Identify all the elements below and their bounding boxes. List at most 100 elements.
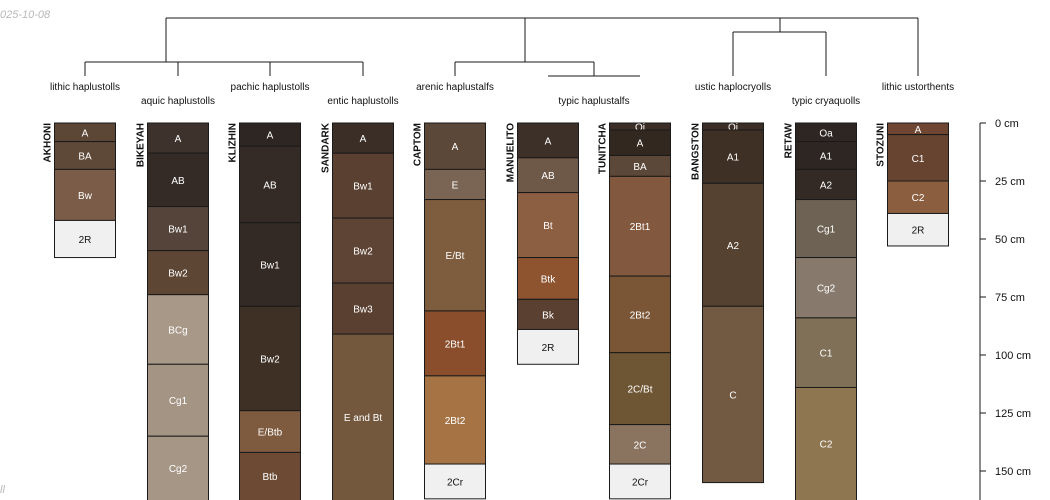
horizon-label: E/Bt xyxy=(446,251,465,262)
horizon-label: E and Bt xyxy=(344,413,383,424)
horizon-tunitcha-4 xyxy=(609,275,671,354)
horizon-tunitcha-5 xyxy=(609,352,671,426)
taxon-label-sandark: entic haplustolls xyxy=(327,96,398,107)
horizon-label: 2Bt1 xyxy=(445,339,466,350)
horizon-captom-4 xyxy=(424,375,486,465)
horizon-bikeyah-4 xyxy=(147,294,209,365)
horizon-label: AB xyxy=(541,171,555,182)
horizon-manuelito-0 xyxy=(517,122,579,159)
horizon-label: A2 xyxy=(820,180,833,191)
horizon-label: E/Btb xyxy=(258,428,283,439)
horizon-manuelito-4 xyxy=(517,298,579,330)
pedon-name-bikeyah: BIKEYAH xyxy=(136,123,147,167)
horizon-captom-2 xyxy=(424,199,486,312)
horizon-bikeyah-0 xyxy=(147,122,209,154)
horizon-label: Bw1 xyxy=(353,182,373,193)
pedon-name-bangston: BANGSTON xyxy=(691,123,702,180)
horizon-label: A xyxy=(545,136,552,147)
depth-tick-label: 75 cm xyxy=(995,292,1025,304)
horizon-tunitcha-1 xyxy=(609,129,671,156)
horizon-retaw-2 xyxy=(795,168,857,201)
depth-tick-label: 150 cm xyxy=(995,466,1031,478)
horizon-bikeyah-6 xyxy=(147,435,209,500)
horizon-label: Btk xyxy=(541,274,556,285)
horizon-label: Bw2 xyxy=(353,247,373,258)
horizon-stozuni-3 xyxy=(887,212,949,247)
horizon-retaw-3 xyxy=(795,199,857,259)
horizon-label: A xyxy=(267,131,274,142)
corner-date-label: 025-10-08 xyxy=(0,9,51,21)
horizon-label: Bw2 xyxy=(168,269,188,280)
horizon-label: C1 xyxy=(912,154,925,165)
horizon-captom-3 xyxy=(424,310,486,377)
horizon-label: 2R xyxy=(912,226,925,237)
horizon-label: Bw xyxy=(78,191,93,202)
horizon-retaw-6 xyxy=(795,386,857,500)
horizon-klizhin-4 xyxy=(239,410,301,453)
horizon-label: Oi xyxy=(728,122,738,133)
pedon-name-captom: CAPTOM xyxy=(413,123,424,166)
taxon-label-retaw: typic cryaquolls xyxy=(792,96,860,107)
horizon-klizhin-3 xyxy=(239,305,301,412)
horizon-label: A1 xyxy=(820,151,833,162)
horizon-label: AB xyxy=(263,180,277,191)
horizon-label: 2R xyxy=(542,343,555,354)
horizon-bikeyah-3 xyxy=(147,250,209,296)
profile-akhoni: A BA Bw 2R AKHONI xyxy=(43,122,116,259)
profile-bangston: Oi A1 A2 C BANGSTON xyxy=(691,122,764,484)
horizon-bangston-2 xyxy=(702,182,764,307)
horizon-label: Cg2 xyxy=(169,464,188,475)
horizon-label: BA xyxy=(633,162,647,173)
horizon-akhoni-3 xyxy=(54,219,116,259)
taxon-label-stozuni: lithic ustorthents xyxy=(882,82,954,93)
horizon-label: 2R xyxy=(79,235,92,246)
horizon-manuelito-1 xyxy=(517,157,579,194)
pedon-name-retaw: RETAW xyxy=(784,122,795,158)
horizon-tunitcha-6 xyxy=(609,424,671,465)
horizon-label: Bw3 xyxy=(353,305,373,316)
horizon-retaw-4 xyxy=(795,257,857,319)
depth-tick-label: 0 cm xyxy=(995,118,1019,130)
horizon-manuelito-3 xyxy=(517,257,579,300)
horizon-label: 2Cr xyxy=(632,477,649,488)
horizon-manuelito-2 xyxy=(517,192,579,259)
horizon-label: Oa xyxy=(819,128,833,139)
horizon-tunitcha-7 xyxy=(609,463,671,500)
horizon-bangston-3 xyxy=(702,305,764,484)
horizon-sandark-1 xyxy=(332,152,394,219)
horizon-label: A xyxy=(360,134,367,145)
horizon-label: BCg xyxy=(168,325,187,336)
dendrogram xyxy=(84,17,919,77)
corner-bottom-label: ll xyxy=(0,484,5,496)
depth-tick-label: 125 cm xyxy=(995,408,1031,420)
horizon-label: Bw1 xyxy=(168,225,188,236)
horizon-klizhin-5 xyxy=(239,451,301,500)
taxon-label-bangston: ustic haplocryolls xyxy=(695,82,771,93)
horizon-manuelito-5 xyxy=(517,328,579,365)
horizon-label: A xyxy=(452,142,459,153)
profile-bikeyah: A AB Bw1 Bw2 BCg Cg1 Cg2 BIKEYAH xyxy=(136,122,209,500)
horizon-captom-1 xyxy=(424,168,486,201)
profile-retaw: Oa A1 A2 Cg1 Cg2 C1 C2 RETAW xyxy=(784,122,857,500)
horizon-label: 2Bt2 xyxy=(445,416,466,427)
horizon-label: Bt xyxy=(543,221,553,232)
horizon-label: Cg2 xyxy=(817,284,836,295)
horizon-label: 2Bt1 xyxy=(630,222,651,233)
horizon-label: Oi xyxy=(635,122,645,133)
depth-tick-label: 25 cm xyxy=(995,176,1025,188)
horizon-bangston-1 xyxy=(702,129,764,184)
depth-tick-label: 100 cm xyxy=(995,350,1031,362)
horizon-label: A xyxy=(637,139,644,150)
horizon-label: Bk xyxy=(542,310,555,321)
horizon-label: 2C xyxy=(634,440,647,451)
horizon-label: C1 xyxy=(820,349,833,360)
horizon-label: A xyxy=(82,128,89,139)
horizon-retaw-5 xyxy=(795,317,857,388)
horizon-label: Cg1 xyxy=(169,396,188,407)
pedon-name-klizhin: KLIZHIN xyxy=(228,123,239,162)
horizon-label: C2 xyxy=(820,440,833,451)
horizon-sandark-2 xyxy=(332,217,394,284)
pedon-name-stozuni: STOZUNI xyxy=(876,123,887,167)
profile-klizhin: A AB Bw1 Bw2 E/Btb Btb KLIZHIN xyxy=(228,122,301,500)
